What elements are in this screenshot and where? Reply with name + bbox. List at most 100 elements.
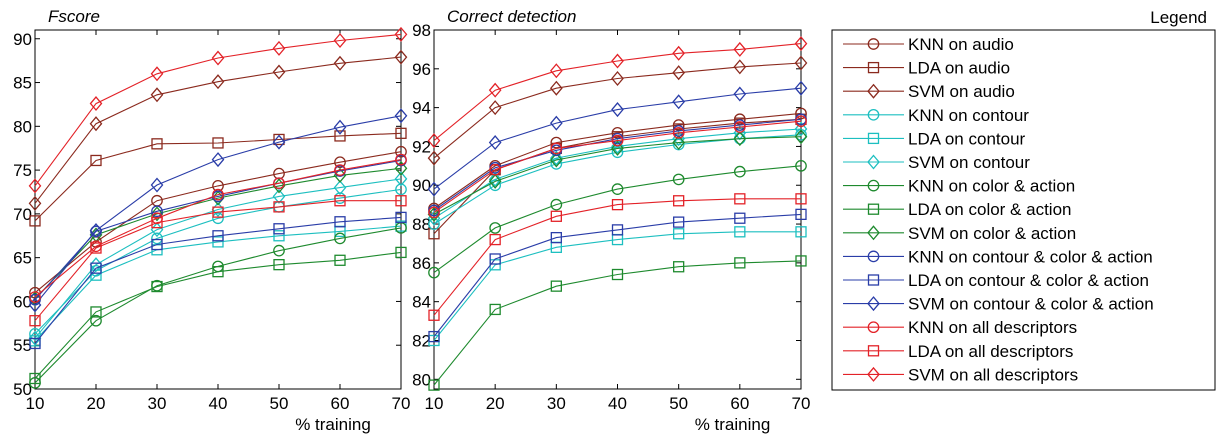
y-tick-label: 65 — [13, 249, 32, 268]
data-point — [794, 55, 808, 71]
y-tick-label: 90 — [412, 176, 431, 195]
data-point — [549, 115, 563, 131]
y-tick-label: 50 — [13, 380, 32, 399]
data-point — [428, 218, 440, 230]
data-point — [550, 198, 563, 211]
x-axis-label: % training — [695, 415, 771, 434]
data-point — [550, 136, 563, 149]
data-point — [794, 129, 808, 145]
y-tick-label: 96 — [412, 60, 431, 79]
data-point — [489, 222, 502, 234]
data-point — [733, 86, 747, 102]
data-point — [734, 257, 746, 269]
data-point — [794, 80, 808, 96]
series-lda-on-all-descriptors — [29, 195, 407, 327]
data-point — [212, 212, 224, 225]
data-point — [273, 177, 285, 190]
legend-marker — [867, 250, 880, 263]
correct-detection-chart: 10 20 30 40 50 60 70 80 82 84 86 88 90 92 94 96 98 Correc… — [412, 7, 810, 434]
y-tick-label: 84 — [412, 293, 431, 312]
legend-marker — [867, 203, 880, 215]
data-point — [272, 134, 286, 150]
series-line — [34, 56, 402, 204]
legend-item-svm-on-all-descriptors: SVM on all descriptors — [843, 365, 1078, 384]
legend-label: SVM on contour & color & action — [908, 295, 1154, 314]
series-line — [34, 200, 401, 322]
data-point — [212, 206, 224, 218]
data-point — [673, 216, 685, 228]
legend-label: LDA on audio — [908, 59, 1010, 78]
data-point — [334, 254, 346, 266]
series-lda-on-contour — [29, 220, 407, 347]
data-point — [795, 193, 807, 205]
data-point — [151, 232, 163, 245]
legend-item-lda-on-contour: LDA on contour — [843, 129, 1026, 148]
data-point — [273, 230, 285, 242]
data-point — [795, 255, 807, 267]
data-point — [272, 40, 286, 56]
data-point — [395, 211, 407, 224]
data-point — [395, 195, 407, 207]
series-knn-on-contour-and-color-and-action — [428, 113, 807, 217]
data-point — [395, 183, 407, 196]
y-tick-label: 94 — [412, 99, 431, 118]
legend-label: SVM on color & action — [908, 224, 1076, 243]
legend-item-knn-on-contour: KNN on contour — [843, 106, 1029, 125]
series-line — [34, 216, 402, 344]
x-tick-label: 70 — [392, 394, 411, 413]
legend-title: Legend — [1150, 8, 1207, 27]
data-point — [611, 140, 624, 156]
data-point — [334, 232, 346, 245]
y-tick-label: 85 — [13, 74, 32, 93]
x-axis-label: % training — [295, 415, 371, 434]
legend-marker — [867, 61, 880, 74]
data-point — [333, 55, 347, 71]
data-point — [212, 266, 224, 278]
series-knn-on-color-and-action — [428, 159, 807, 279]
data-point — [428, 379, 440, 391]
legend-marker — [867, 132, 880, 145]
data-point — [395, 127, 407, 139]
x-tick-label: 40 — [209, 394, 228, 413]
data-point — [90, 242, 102, 254]
data-point — [212, 188, 224, 201]
y-tick-label: 75 — [13, 161, 32, 180]
x-tick-label: 20 — [486, 394, 505, 413]
data-point — [90, 314, 102, 327]
data-point — [795, 115, 807, 128]
series-lda-on-all-descriptors — [428, 193, 807, 321]
data-point — [611, 268, 624, 281]
chart-title: Fscore — [48, 7, 100, 26]
legend-item-lda-on-audio: LDA on audio — [843, 59, 1010, 78]
data-point — [672, 126, 685, 139]
legend-item-svm-on-audio: SVM on audio — [843, 82, 1015, 101]
legend-label: KNN on color & action — [908, 177, 1075, 196]
data-point — [428, 266, 440, 279]
data-point — [333, 33, 347, 49]
data-point — [394, 26, 408, 42]
series-lda-on-color-and-action — [428, 255, 807, 391]
data-point — [394, 108, 408, 124]
legend-marker — [867, 179, 880, 192]
y-tick-label: 80 — [412, 370, 431, 389]
data-point — [673, 195, 685, 207]
data-point — [734, 193, 746, 205]
legend-marker — [867, 38, 880, 50]
data-point — [549, 152, 563, 168]
y-tick-label: 92 — [412, 137, 431, 156]
data-point — [672, 135, 686, 151]
data-point — [488, 82, 502, 98]
data-point — [550, 158, 563, 170]
data-point — [29, 215, 41, 227]
legend-marker — [867, 108, 880, 121]
x-tick-label: 30 — [148, 394, 167, 413]
series-line — [433, 62, 802, 159]
x-tick-label: 20 — [87, 394, 106, 413]
data-point — [212, 230, 224, 242]
data-point — [795, 208, 807, 221]
data-point — [272, 64, 286, 80]
data-point — [151, 138, 163, 150]
data-point — [550, 142, 563, 155]
data-point — [611, 146, 624, 159]
data-point — [334, 156, 346, 169]
